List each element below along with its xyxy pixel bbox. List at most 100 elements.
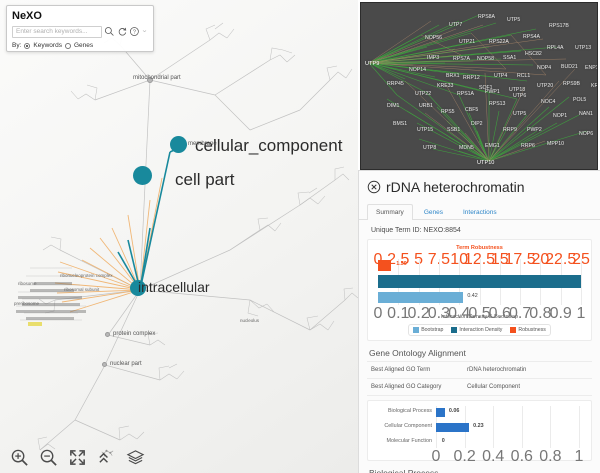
radio-genes-label: Genes (73, 42, 94, 49)
bar-robustness (378, 260, 391, 271)
radio-keywords-label: Keywords (33, 42, 62, 49)
bottom-tick: 0 (373, 305, 383, 322)
go-alignment-chart-card: Biological Process 0.06 Cellular Compone… (367, 400, 592, 465)
legend-label-interaction-density: Interaction Density (459, 327, 503, 333)
by-label: By: (12, 42, 22, 49)
collapse-network-icon[interactable] (97, 448, 116, 467)
radio-genes[interactable] (64, 42, 71, 49)
layers-icon[interactable] (126, 448, 145, 467)
go-category-key: Best Aligned GO Category (371, 384, 442, 390)
tree-node-intracellular[interactable] (130, 280, 146, 296)
svg-text:?: ? (133, 30, 136, 36)
go-chart-axis: 0 0.2 0.4 0.6 0.8 1 (432, 448, 584, 465)
bar-row-interaction-density (378, 274, 581, 289)
legend-swatch-robustness (510, 327, 517, 333)
go-bar-label-biological-process: Biological Process (387, 408, 432, 414)
zoom-out-icon[interactable] (39, 448, 58, 467)
go-term-value: rDNA heterochromatin (467, 367, 527, 373)
go-chart-plot-area: Biological Process 0.06 Cellular Compone… (384, 406, 580, 448)
panel-title: rDNA heterochromatin (386, 179, 525, 195)
bar-bootstrap (378, 292, 464, 303)
gene-interaction-network[interactable]: UTP9 UTP10 RPS8A UTP7 UTP5 RPS17B NOP56 … (360, 2, 598, 170)
go-term-key: Best Aligned GO Term (371, 367, 431, 373)
go-bar-label-molecular-function: Molecular Function (386, 438, 432, 444)
tree-node-cell-part[interactable] (133, 166, 152, 185)
tree-visualization-canvas[interactable]: cellular_component cell part intracellul… (0, 0, 358, 473)
go-tick: 1 (574, 448, 584, 465)
bottom-tick: 0.7 (508, 305, 532, 322)
table-row: Best Aligned GO Term rDNA heterochromati… (367, 362, 592, 379)
bottom-tick: 0.6 (488, 305, 511, 322)
chart-bottom-axis-label: Interaction Density & Bootstrap (440, 314, 519, 320)
fit-screen-icon[interactable] (68, 448, 87, 467)
bottom-tick: 0.8 (529, 305, 552, 322)
view-toolbar[interactable] (0, 442, 358, 473)
tree-node-cellular-component[interactable] (170, 136, 187, 153)
refresh-icon[interactable] (117, 25, 128, 38)
bottom-tick: 0.3 (427, 305, 451, 322)
bottom-tick: 0.2 (407, 305, 430, 322)
collapse-icon[interactable] (142, 25, 148, 38)
close-circle-icon[interactable] (367, 180, 381, 194)
go-tick: 0.8 (539, 448, 562, 465)
bottom-tick: 0.4 (448, 305, 471, 322)
bar-interaction-density (378, 275, 581, 288)
top-tick: 0 (374, 251, 383, 269)
legend-swatch-bootstrap (413, 327, 420, 333)
bar-value-robustness: 1.59 (396, 261, 407, 267)
legend-item-interaction-density: Interaction Density (451, 327, 502, 333)
search-panel[interactable]: NeXO ? By: Keywords Genes (6, 5, 154, 52)
tree-node-dot[interactable] (102, 362, 107, 367)
bar-value-biological-process: 0.06 (448, 408, 460, 414)
bar-value-bootstrap: 0.42 (467, 293, 478, 299)
search-input[interactable] (12, 25, 102, 38)
legend-swatch-interaction-density (451, 327, 458, 333)
bar-cellular-component (436, 423, 469, 432)
tree-graph-svg (16, 22, 358, 451)
unique-term-id: Unique Term ID: NEXO:8854 (371, 227, 461, 234)
bar-row-bootstrap: 0.42 (378, 291, 581, 304)
panel-header: rDNA heterochromatin (359, 171, 600, 197)
legend-item-robustness: Robustness (510, 327, 546, 333)
help-icon[interactable]: ? (129, 25, 140, 38)
go-tick: 0.2 (453, 448, 476, 465)
search-filter-row[interactable]: By: Keywords Genes (12, 42, 148, 49)
tab-summary[interactable]: Summary (367, 204, 413, 220)
go-tick: 0.4 (482, 448, 505, 465)
bar-row-cellular-component: Cellular Component 0.23 (384, 421, 579, 434)
tree-node-dot[interactable] (147, 77, 153, 83)
radio-keywords[interactable] (24, 42, 31, 49)
go-tick: 0 (431, 448, 441, 465)
bottom-tick: 0.1 (387, 305, 410, 322)
go-bar-label-cellular-component: Cellular Component (384, 423, 432, 429)
bar-value-cellular-component: 0.23 (473, 423, 484, 429)
term-detail-panel[interactable]: rDNA heterochromatin Summary Genes Inter… (358, 170, 600, 473)
bottom-tick: 0.5 (468, 305, 491, 322)
search-icon[interactable] (104, 25, 115, 38)
table-row: Best Aligned GO Category Cellular Compon… (367, 379, 592, 396)
zoom-in-icon[interactable] (10, 448, 29, 467)
bar-row-biological-process: Biological Process 0.06 (388, 406, 579, 419)
chart-bottom-axis: 0 0.1 0.2 0.3 0.4 0.5 0.6 0.7 0.8 0.9 1 (374, 305, 586, 322)
go-category-value: Cellular Component (467, 384, 521, 390)
app-title: NeXO (12, 10, 42, 22)
network-edges-svg (368, 14, 588, 162)
legend-label-robustness: Robustness (518, 327, 546, 333)
chart-top-axis-title: Term Robustness (456, 245, 503, 251)
chart-legend: Bootstrap Interaction Density Robustness (408, 324, 551, 336)
chart-plot-area: 1.59 0.42 (378, 259, 582, 305)
bar-biological-process (436, 408, 445, 417)
search-row[interactable]: ? (12, 25, 148, 38)
bar-value-molecular-function: 0 (441, 438, 445, 444)
tree-node-dot[interactable] (105, 332, 110, 337)
panel-tabs[interactable]: Summary Genes Interactions (359, 203, 600, 220)
legend-item-bootstrap: Bootstrap (413, 327, 443, 333)
bottom-tick: 1 (576, 305, 586, 322)
biological-process-heading: Biological Process (369, 468, 439, 473)
go-alignment-table: Best Aligned GO Term rDNA heterochromati… (367, 361, 592, 396)
tab-genes[interactable]: Genes (423, 209, 443, 216)
legend-label-bootstrap: Bootstrap (421, 327, 444, 333)
bar-row-robustness: 1.59 (378, 259, 581, 272)
tab-interactions[interactable]: Interactions (462, 209, 497, 216)
go-alignment-heading: Gene Ontology Alignment (369, 348, 466, 358)
